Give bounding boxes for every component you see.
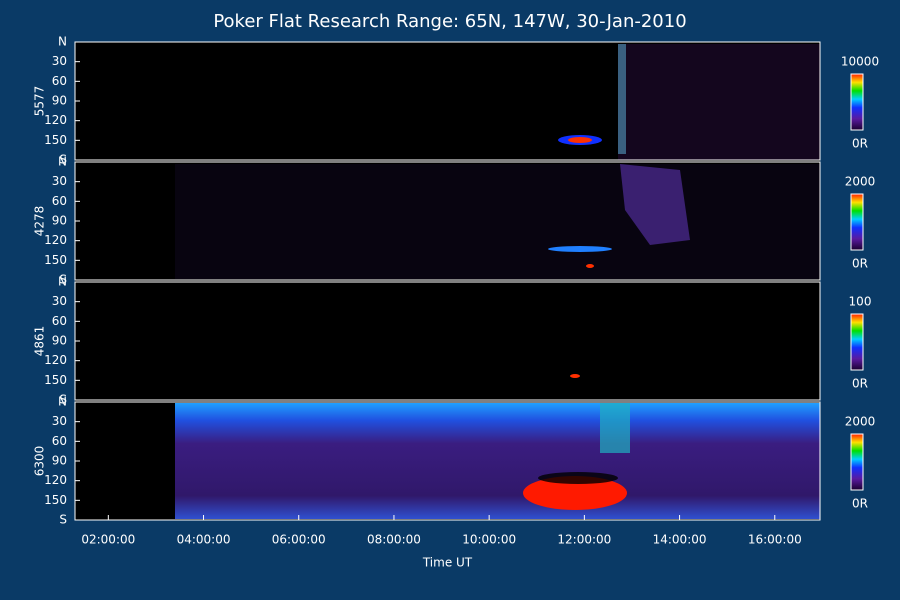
colorbar-label: 100 <box>849 295 872 309</box>
y-tick-label: 60 <box>52 434 67 448</box>
x-tick-label: 16:00:00 <box>748 533 802 547</box>
y-tick-label: 150 <box>44 133 67 147</box>
y-tick-label: S <box>59 393 67 407</box>
emission <box>175 164 820 279</box>
y-tick-label: 90 <box>52 334 67 348</box>
x-tick-label: 06:00:00 <box>272 533 326 547</box>
colorbar-label: 0R <box>852 137 868 151</box>
y-tick-label: N <box>58 395 67 409</box>
y-tick-label: 60 <box>52 194 67 208</box>
y-tick-label: 150 <box>44 493 67 507</box>
emission <box>568 137 592 143</box>
colorbar <box>850 433 864 491</box>
x-tick-label: 02:00:00 <box>81 533 135 547</box>
y-tick-label: 30 <box>52 414 67 428</box>
emission <box>620 164 690 245</box>
y-axis-label: 4861 <box>33 326 47 357</box>
emission-imagery <box>175 44 820 519</box>
emission <box>538 472 618 484</box>
y-tick-label: N <box>58 275 67 289</box>
y-tick-label: S <box>59 153 67 167</box>
x-tick-label: 14:00:00 <box>653 533 707 547</box>
y-tick-label: 150 <box>44 373 67 387</box>
colorbar <box>850 313 864 371</box>
emission <box>523 476 627 510</box>
emission <box>175 403 820 519</box>
y-axis-label: 6300 <box>33 446 47 477</box>
emission <box>618 44 820 160</box>
chart-title: Poker Flat Research Range: 65N, 147W, 30… <box>213 11 686 32</box>
y-tick-label: 120 <box>44 473 67 487</box>
colorbar <box>850 193 864 251</box>
y-tick-label: 90 <box>52 454 67 468</box>
colorbar-label: 0R <box>852 377 868 391</box>
y-tick-label: 90 <box>52 214 67 228</box>
emission <box>570 374 580 378</box>
emission <box>586 264 594 268</box>
x-tick-label: 08:00:00 <box>367 533 421 547</box>
y-axis-label: 4278 <box>33 206 47 237</box>
colorbar-label: 0R <box>852 497 868 511</box>
y-tick-label: 60 <box>52 314 67 328</box>
y-tick-label: 30 <box>52 174 67 188</box>
emission <box>618 44 626 154</box>
x-tick-label: 04:00:00 <box>177 533 231 547</box>
colorbar <box>850 73 864 131</box>
y-tick-label: 60 <box>52 74 67 88</box>
y-tick-label: 120 <box>44 353 67 367</box>
colorbar-label: 2000 <box>845 175 876 189</box>
x-axis-label: Time UT <box>422 556 473 570</box>
y-tick-label: 120 <box>44 113 67 127</box>
x-tick-label: 10:00:00 <box>462 533 516 547</box>
y-axis-label: 5577 <box>33 86 47 117</box>
y-tick-label: 150 <box>44 253 67 267</box>
y-tick-label: 30 <box>52 294 67 308</box>
y-tick-label: N <box>58 35 67 49</box>
colorbar-label: 2000 <box>845 415 876 429</box>
emission <box>600 403 630 453</box>
y-tick-label: N <box>58 155 67 169</box>
x-tick-label: 12:00:00 <box>557 533 611 547</box>
emission <box>548 246 612 252</box>
colorbar-label: 10000 <box>841 55 879 69</box>
y-tick-label: 90 <box>52 94 67 108</box>
y-tick-label: S <box>59 513 67 527</box>
y-tick-label: S <box>59 273 67 287</box>
colorbar-label: 0R <box>852 257 868 271</box>
y-tick-label: 120 <box>44 233 67 247</box>
y-tick-label: 30 <box>52 54 67 68</box>
